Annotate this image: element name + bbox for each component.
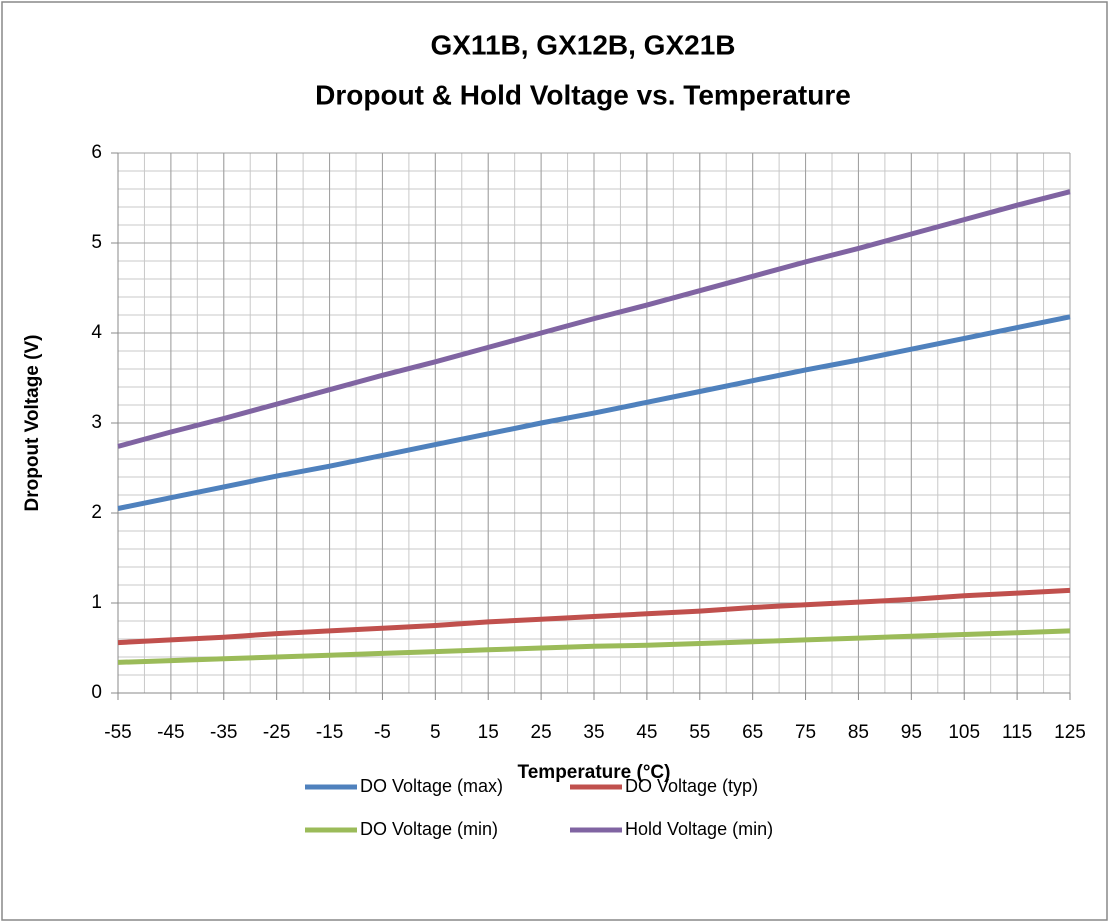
x-tick-label: 65: [742, 722, 763, 743]
x-tick-label: 85: [848, 722, 869, 743]
chart-title: Dropout & Hold Voltage vs. Temperature: [315, 79, 851, 110]
x-tick-label: -55: [104, 722, 131, 743]
x-tick-label: 125: [1054, 722, 1086, 743]
data-line: [117, 189, 1071, 449]
x-tick-label: 75: [795, 722, 816, 743]
y-tick-label: 0: [91, 682, 102, 703]
x-tick-label: -15: [316, 722, 343, 743]
x-tick-label: -25: [263, 722, 290, 743]
y-tick-label: 3: [91, 412, 102, 433]
x-tick-label: 95: [901, 722, 922, 743]
x-tick-label: 45: [636, 722, 657, 743]
x-tick-label: 55: [689, 722, 710, 743]
x-tick-label: 15: [478, 722, 499, 743]
legend-label: DO Voltage (min): [360, 819, 498, 839]
data-line: [117, 628, 1071, 665]
legend-label: DO Voltage (typ): [625, 776, 758, 796]
data-line: [117, 314, 1071, 511]
y-tick-label: 6: [91, 142, 102, 163]
y-axis-label: Dropout Voltage (V): [22, 335, 43, 512]
x-tick-label: 115: [1002, 722, 1032, 743]
x-axis-label: Temperature (°C): [518, 762, 671, 783]
chart-title: GX11B, GX12B, GX21B: [430, 29, 735, 60]
y-tick-label: 5: [91, 232, 102, 253]
x-tick-label: 25: [531, 722, 552, 743]
x-tick-label: -35: [210, 722, 237, 743]
x-tick-label: 35: [583, 722, 604, 743]
x-tick-label: 5: [430, 722, 441, 743]
legend-label: DO Voltage (max): [360, 776, 503, 796]
legend-label: Hold Voltage (min): [625, 819, 773, 839]
y-tick-label: 2: [91, 502, 102, 523]
x-tick-label: -5: [374, 722, 391, 743]
y-tick-label: 1: [91, 592, 102, 613]
data-line: [117, 587, 1071, 646]
y-tick-label: 4: [91, 322, 102, 343]
x-tick-label: 105: [948, 722, 980, 743]
x-tick-label: -45: [157, 722, 184, 743]
